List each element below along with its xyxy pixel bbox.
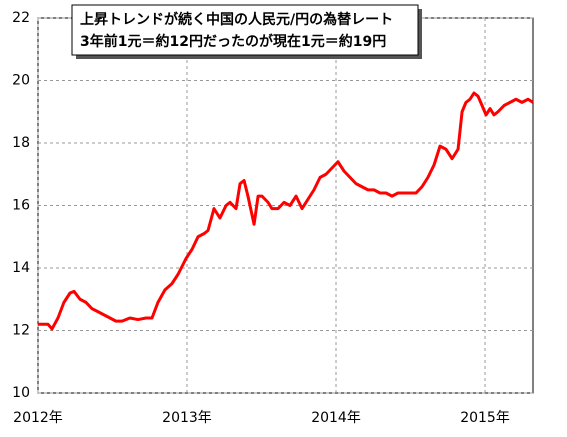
title-box — [71, 4, 419, 56]
y-tick-label: 14 — [12, 260, 30, 276]
y-tick-label: 12 — [12, 323, 30, 339]
x-tick-label: 2013年 — [162, 410, 212, 426]
x-tick-label: 2014年 — [311, 410, 361, 426]
chart-subtitle: 3年前1元＝約12円だったのが現在1元＝約19円 — [80, 33, 386, 50]
y-tick-label: 10 — [12, 385, 30, 401]
y-tick-label: 22 — [12, 10, 30, 26]
chart-title: 上昇トレンドが続く中国の人民元/円の為替レート — [80, 11, 393, 28]
x-tick-label: 2012年 — [13, 410, 63, 426]
data-line — [38, 91, 534, 331]
y-tick-label: 16 — [12, 198, 30, 214]
x-tick-label: 2015年 — [460, 410, 510, 426]
y-tick-label: 18 — [12, 135, 30, 151]
y-tick-label: 20 — [12, 73, 30, 89]
